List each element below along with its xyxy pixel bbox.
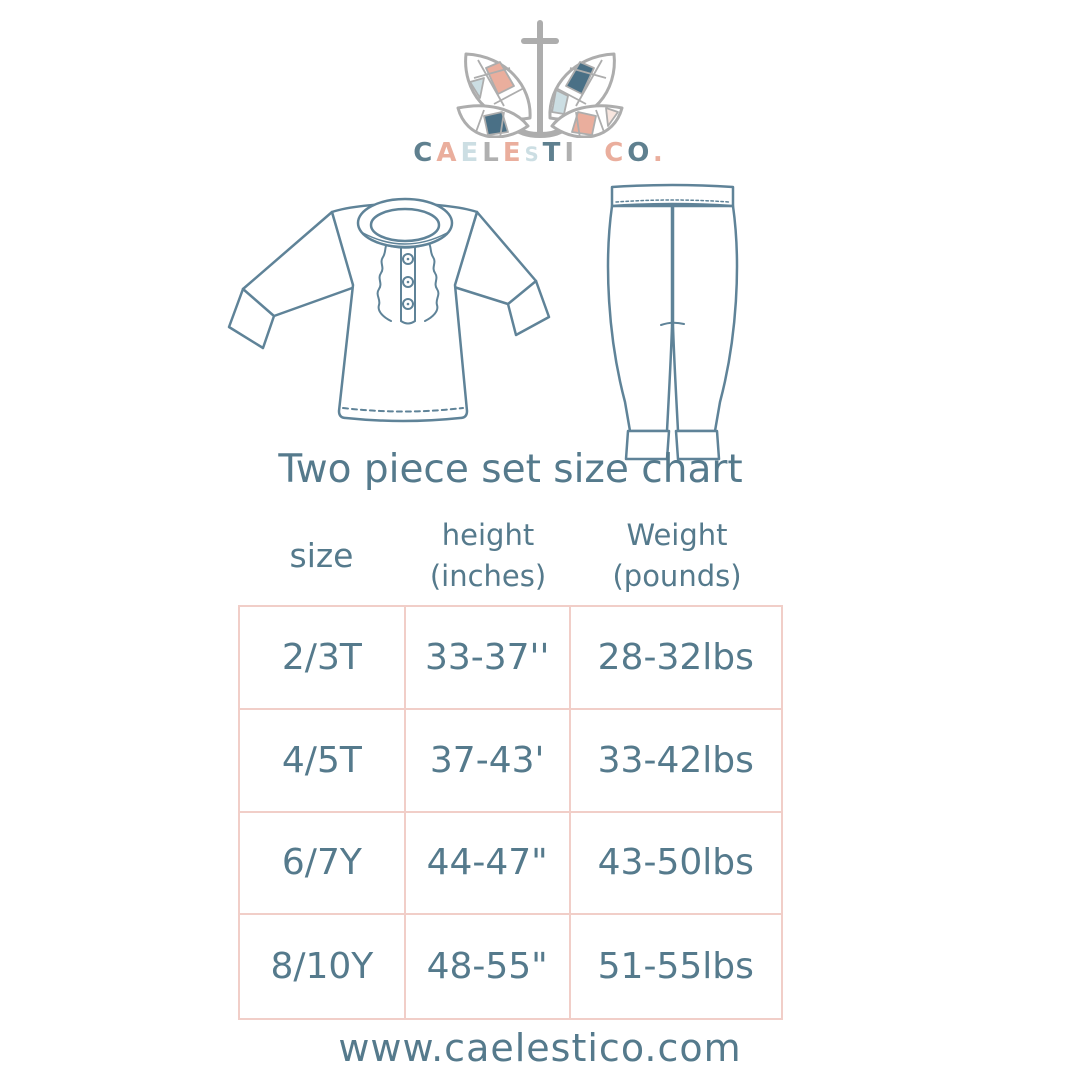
- size-chart-cell: 33-42lbs: [570, 710, 781, 813]
- butterfly-anchor-logo-icon: [456, 20, 624, 138]
- brand-letter: C: [413, 138, 437, 168]
- size-chart-cell: 33-37'': [405, 607, 571, 710]
- column-header-weight: Weight (pounds): [571, 512, 783, 600]
- column-header-line1: Weight: [626, 518, 728, 553]
- size-chart-cell: 6/7Y: [240, 812, 406, 916]
- size-chart-cell: 28-32lbs: [570, 607, 781, 710]
- column-header-size: size: [238, 512, 405, 600]
- brand-letter: C: [604, 138, 628, 168]
- size-chart-cell: 2/3T: [240, 607, 406, 710]
- brand-letter: [578, 138, 604, 168]
- size-chart-header-row: size height (inches) Weight (pounds): [238, 512, 783, 600]
- column-header-line1: size: [289, 535, 354, 575]
- column-header-height: height (inches): [405, 512, 571, 600]
- brand-letter: E: [502, 138, 525, 168]
- brand-letter: O: [627, 138, 653, 168]
- size-chart-cell: 8/10Y: [240, 915, 406, 1018]
- pajama-pants-illustration: [606, 183, 739, 461]
- column-header-line2: (inches): [429, 559, 547, 593]
- size-chart-cell: 44-47": [405, 812, 571, 916]
- brand-wordmark: CAELESTI CO.: [0, 138, 1080, 168]
- pajama-top-illustration: [227, 197, 551, 423]
- brand-letter: L: [482, 138, 503, 168]
- size-chart-cell: 43-50lbs: [570, 813, 781, 916]
- brand-letter: A: [436, 138, 461, 168]
- size-chart-cell: 51-55lbs: [597, 946, 754, 988]
- size-chart-table: 2/3T 33-37'' 28-32lbs 4/5T 37-43' 33-42lbs 6/7…: [238, 605, 783, 1020]
- brand-letter: E: [460, 138, 483, 168]
- brand-letter: T: [542, 138, 565, 168]
- brand-letter: .: [652, 138, 667, 168]
- size-chart-title: Two piece set size chart: [278, 447, 743, 492]
- size-chart-cell: 37-43': [405, 709, 571, 813]
- brand-letter: I: [564, 138, 579, 168]
- size-chart-cell: 48-55": [406, 915, 571, 1018]
- column-header-line2: (pounds): [612, 559, 742, 593]
- website-url: www.caelestico.com: [338, 1026, 742, 1070]
- column-header-line1: height: [441, 518, 535, 553]
- size-chart-cell: 4/5T: [240, 709, 406, 813]
- brand-letter: S: [524, 143, 543, 166]
